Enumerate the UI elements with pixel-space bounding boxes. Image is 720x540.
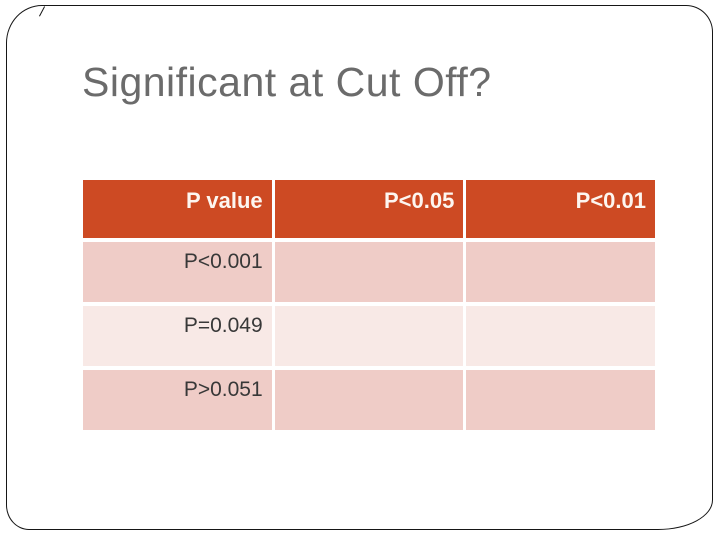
table-cell-r2c2	[274, 306, 464, 366]
table-cell-r1c1: P<0.001	[83, 242, 272, 302]
table-cell-r3c1: P>0.051	[83, 370, 272, 430]
slide-title: Significant at Cut Off?	[82, 59, 492, 105]
table-cell-r1c2	[274, 242, 464, 302]
table-header-p-lt-005: P<0.05	[274, 180, 464, 238]
frame-corner-stroke	[39, 6, 46, 17]
table-cell-r2c1: P=0.049	[83, 306, 272, 366]
table-cell-r3c3	[466, 370, 655, 430]
table-header-p-value: P value	[83, 180, 272, 238]
table-cell-r1c3	[466, 242, 655, 302]
table-cell-r3c2	[274, 370, 464, 430]
table-cell-r2c3	[466, 306, 655, 366]
table-header-p-lt-001: P<0.01	[466, 180, 655, 238]
p-value-table: P value P<0.05 P<0.01 P<0.001 P=0.049 P>…	[83, 180, 655, 430]
